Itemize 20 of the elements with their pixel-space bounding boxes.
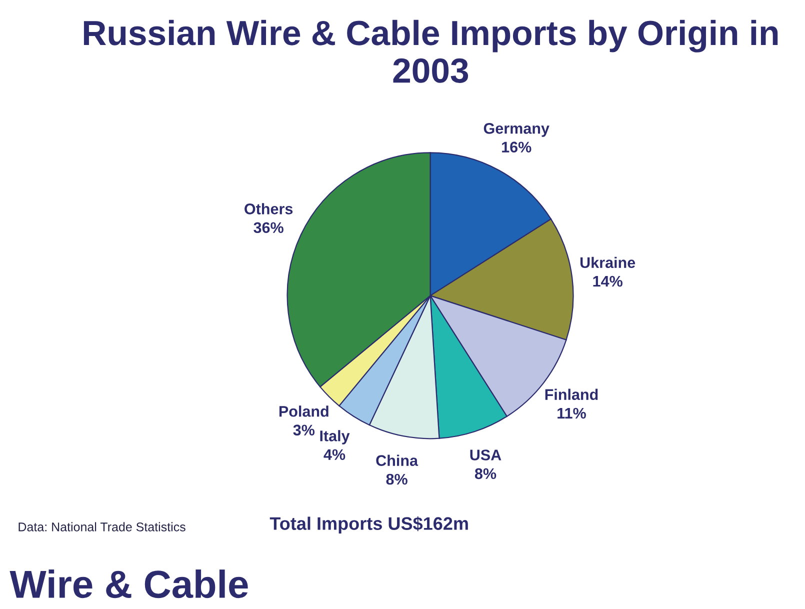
text: Wire & Cable [10,570,248,598]
data-label: 11% [558,408,586,419]
data-label: 14% [593,276,622,287]
text: Total Imports US$162m [270,516,468,534]
data-label: 8% [474,468,496,480]
data-label: 16% [502,142,532,152]
data-label: 3% [293,424,315,436]
data-label: 8% [386,474,408,485]
slice-label: Others [244,203,293,214]
slice-label: Ukraine [580,256,636,268]
slice-label: China [376,454,418,466]
slice-label: Italy [320,430,350,444]
slice-label: USA [470,450,502,460]
slice-label: Poland [279,406,328,417]
data-label: 4% [324,449,346,460]
slice-label: Finland [545,388,598,400]
chart-title: Russian Wire & Cable Imports by Origin in 2003 [84,20,778,83]
slice-label: Germany [484,123,550,137]
text: Data: National Trade Statistics [18,522,186,532]
data-label: 36% [254,222,284,234]
